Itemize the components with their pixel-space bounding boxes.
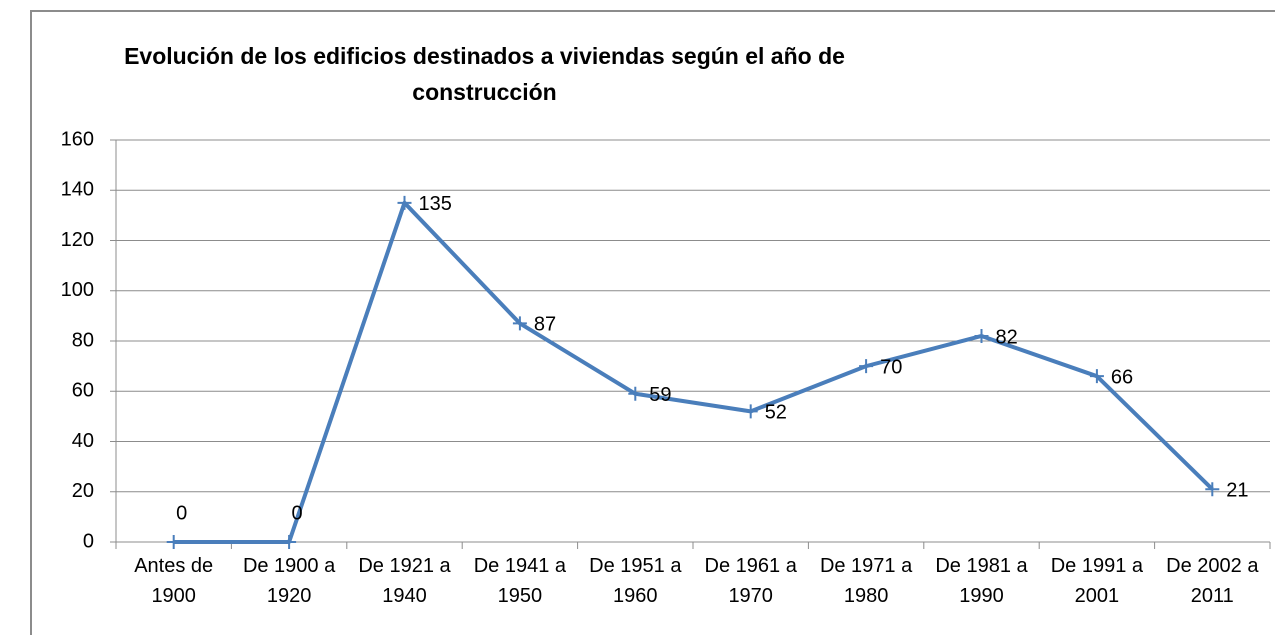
y-tick-label: 40 xyxy=(72,430,94,452)
data-label: 52 xyxy=(765,402,787,424)
marker xyxy=(512,316,527,331)
chart-border xyxy=(30,10,1275,635)
x-tick-label: De 1961 a 1970 xyxy=(704,555,797,607)
y-tick-label: 100 xyxy=(61,279,94,301)
data-label: 82 xyxy=(996,326,1018,348)
chart-title: Evolución de los edificios destinados a … xyxy=(124,43,845,105)
x-tick-label: De 1941 a 1950 xyxy=(473,555,567,607)
marker xyxy=(974,328,989,343)
x-tick-label: De 1981 a 1990 xyxy=(935,555,1028,607)
data-label: 21 xyxy=(1226,480,1248,502)
x-tick-label: De 1921 a 1940 xyxy=(358,555,451,607)
x-tick-label: De 1971 a 1980 xyxy=(819,555,913,607)
y-tick-label: 0 xyxy=(83,530,94,552)
data-label: 87 xyxy=(534,314,556,336)
marker xyxy=(743,404,758,419)
x-tick-label: De 2002 a 2011 xyxy=(1166,555,1259,607)
data-label: 66 xyxy=(1111,366,1133,388)
marker xyxy=(282,535,297,549)
marker xyxy=(1089,369,1104,384)
marker xyxy=(166,535,181,549)
data-label: 59 xyxy=(649,384,671,406)
x-tick-label: Antes de 1900 xyxy=(134,555,214,607)
y-tick-label: 120 xyxy=(61,229,94,251)
x-tick-label: De 1991 a 2001 xyxy=(1050,555,1144,607)
y-tick-label: 140 xyxy=(61,179,94,201)
x-tick-label: De 1951 a 1960 xyxy=(589,555,682,607)
marker xyxy=(397,195,412,210)
line xyxy=(173,200,1214,544)
marker xyxy=(628,386,643,401)
y-tick-label: 60 xyxy=(72,380,94,402)
data-label: 0 xyxy=(292,502,303,524)
marker xyxy=(1205,482,1220,497)
y-tick-label: 20 xyxy=(72,480,94,502)
data-label: 0 xyxy=(176,502,187,524)
data-label: 135 xyxy=(419,193,452,215)
y-tick-label: 80 xyxy=(72,329,94,351)
x-tick-label: De 1900 a 1920 xyxy=(242,555,336,607)
marker xyxy=(859,359,874,374)
y-tick-label: 160 xyxy=(61,128,94,150)
data-label: 70 xyxy=(880,356,902,378)
